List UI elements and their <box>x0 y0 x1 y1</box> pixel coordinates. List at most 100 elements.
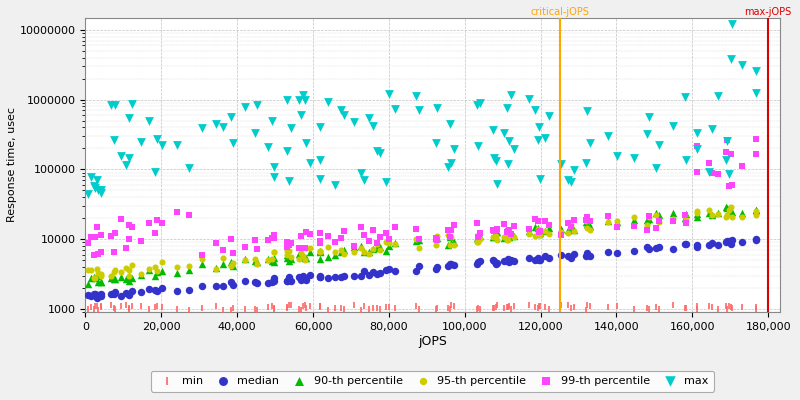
90-th percentile <box>122 273 135 280</box>
99-th percentile <box>171 209 184 216</box>
95-th percentile <box>108 268 121 275</box>
99-th percentile <box>602 213 614 220</box>
95-th percentile <box>267 248 280 255</box>
median <box>370 271 383 277</box>
95-th percentile <box>122 267 135 273</box>
median <box>565 255 578 261</box>
95-th percentile <box>611 218 624 224</box>
min <box>358 303 370 310</box>
median <box>238 278 251 284</box>
min <box>489 304 502 310</box>
min <box>502 304 515 310</box>
90-th percentile <box>314 248 327 255</box>
95-th percentile <box>347 249 360 256</box>
99-th percentile <box>471 234 484 240</box>
90-th percentile <box>92 279 105 285</box>
90-th percentile <box>358 249 370 255</box>
99-th percentile <box>266 235 278 242</box>
95-th percentile <box>337 250 350 257</box>
min <box>104 302 117 308</box>
99-th percentile <box>666 218 679 224</box>
max <box>430 140 442 146</box>
max <box>171 142 184 149</box>
median <box>498 258 510 264</box>
99-th percentile <box>443 234 456 240</box>
median <box>183 287 196 293</box>
90-th percentile <box>82 281 94 287</box>
95-th percentile <box>703 207 716 214</box>
median <box>750 237 762 243</box>
min <box>611 303 624 309</box>
90-th percentile <box>155 268 168 274</box>
median <box>712 242 725 249</box>
90-th percentile <box>380 248 393 254</box>
median <box>94 293 107 299</box>
min <box>562 302 574 308</box>
median <box>568 251 581 257</box>
90-th percentile <box>554 226 567 232</box>
median <box>268 278 281 284</box>
95-th percentile <box>380 238 393 245</box>
min <box>532 303 545 310</box>
90-th percentile <box>445 239 458 246</box>
99-th percentile <box>703 159 716 166</box>
min <box>354 306 367 313</box>
median <box>329 274 342 280</box>
90-th percentile <box>314 255 326 262</box>
max <box>722 171 735 177</box>
min <box>382 304 395 310</box>
99-th percentile <box>722 183 735 190</box>
max <box>508 146 521 152</box>
95-th percentile <box>225 263 238 269</box>
median <box>298 275 311 281</box>
90-th percentile <box>720 205 733 212</box>
90-th percentile <box>505 230 518 236</box>
min <box>210 303 222 309</box>
99-th percentile <box>298 244 311 251</box>
max <box>370 148 383 154</box>
median <box>284 278 297 284</box>
min <box>268 306 281 312</box>
99-th percentile <box>532 218 545 224</box>
max <box>487 127 500 133</box>
90-th percentile <box>366 246 379 252</box>
99-th percentile <box>370 240 383 246</box>
99-th percentile <box>491 226 504 233</box>
max <box>298 96 311 103</box>
max <box>90 176 103 183</box>
min <box>284 302 297 308</box>
max <box>750 68 762 75</box>
median <box>304 272 317 279</box>
99-th percentile <box>720 137 733 143</box>
95-th percentile <box>565 222 578 228</box>
95-th percentile <box>489 233 502 240</box>
min <box>373 306 386 312</box>
90-th percentile <box>300 254 313 261</box>
95-th percentile <box>725 204 738 210</box>
max <box>217 124 230 130</box>
95-th percentile <box>329 248 342 255</box>
95-th percentile <box>268 249 281 255</box>
max <box>358 177 370 183</box>
95-th percentile <box>501 237 514 244</box>
median <box>488 258 501 264</box>
99-th percentile <box>119 244 132 251</box>
median <box>442 262 454 269</box>
99-th percentile <box>134 238 147 244</box>
median <box>171 288 184 294</box>
99-th percentile <box>122 236 135 242</box>
99-th percentile <box>501 229 514 235</box>
max <box>562 177 574 183</box>
min <box>92 306 105 313</box>
99-th percentile <box>542 222 555 228</box>
min <box>370 304 383 311</box>
90-th percentile <box>565 225 578 232</box>
max <box>719 157 732 163</box>
95-th percentile <box>262 257 275 263</box>
95-th percentile <box>314 248 326 254</box>
median <box>115 292 128 299</box>
min <box>443 306 456 312</box>
90-th percentile <box>95 279 108 286</box>
95-th percentile <box>529 233 542 240</box>
90-th percentile <box>443 234 456 240</box>
